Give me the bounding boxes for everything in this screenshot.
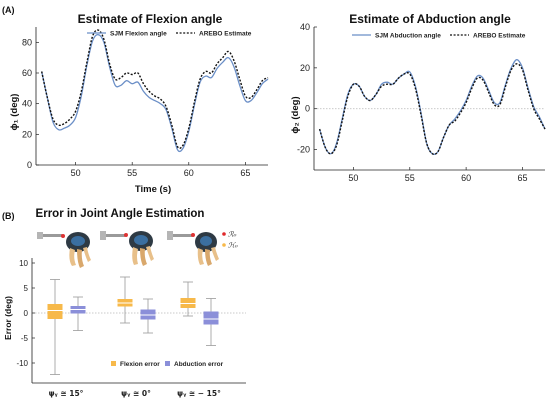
legend-label-abduction-error: Abduction error (174, 361, 224, 368)
x-tick-label: 55 (405, 173, 415, 183)
series-line-sjm (318, 59, 546, 155)
y-tick-label: 80 (22, 37, 32, 47)
legend-label-sjm-abduction: SJM Abduction angle (375, 33, 441, 40)
error-legend: Flexion error Abduction error (111, 361, 224, 368)
flexion-legend: SJM Flexion angle AREBO Estimate (87, 31, 252, 38)
robot-illustration-2 (100, 231, 154, 266)
series-line-sjm (41, 34, 269, 153)
x-tick-label: 50 (71, 168, 81, 178)
flexion-chart: Estimate of Flexion angle 0 20 40 60 80 50 55 6… (9, 12, 269, 195)
legend-label-sjm-flexion: SJM Flexion angle (110, 31, 167, 38)
y-tick-label: 20 (300, 63, 310, 73)
legend-label-arebo-flexion: AREBO Estimate (199, 31, 252, 38)
flexion-xaxis-label: Time (s) (135, 184, 171, 195)
x-tick-label: 55 (127, 168, 137, 178)
robot-illustration-3 (167, 231, 219, 266)
r0-marker (222, 232, 226, 236)
legend-swatch-abduction-error (165, 361, 170, 366)
category-label: ψᵧ ≅ 0° (121, 389, 151, 398)
category-label: ψᵧ ≅ − 15° (177, 389, 221, 398)
y-tick-label: -5 (21, 334, 29, 343)
y-tick-label: 40 (22, 99, 32, 109)
panel-b-label: (B) (2, 211, 15, 221)
error-chart-title: Error in Joint Angle Estimation (36, 208, 205, 220)
x-tick-label: 65 (240, 168, 250, 178)
series-line-arebo (41, 29, 269, 150)
x-tick-label: 65 (517, 173, 527, 183)
legend-label-arebo-abduction: AREBO Estimate (473, 33, 526, 40)
y-tick-label: -20 (297, 145, 310, 155)
abduction-chart-title: Estimate of Abduction angle (349, 12, 511, 26)
h0-marker (222, 243, 226, 247)
y-tick-label: 0 (24, 309, 29, 318)
error-yaxis-label: Error (deg) (3, 296, 13, 340)
y-tick-label: 10 (19, 259, 28, 268)
legend-label-flexion-error: Flexion error (120, 361, 160, 368)
abduction-plot-area: -20 0 20 40 50 55 60 65 (297, 22, 546, 183)
abduction-yaxis-label: ϕ₂ (deg) (290, 96, 301, 133)
flexion-error-box-1 (47, 304, 63, 319)
flexion-yaxis-label: ϕ₁ (deg) (9, 94, 20, 131)
y-tick-label: -10 (16, 359, 28, 368)
x-tick-label: 50 (348, 173, 358, 183)
flexion-chart-title: Estimate of Flexion angle (78, 12, 223, 26)
category-label: ψᵧ ≅ 15° (49, 389, 84, 398)
y-tick-label: 5 (24, 284, 29, 293)
series-line-arebo (318, 63, 546, 156)
error-plot-area: -10 -5 0 5 10 ψᵧ ≅ 15° ψᵧ ≅ 0° ψᵧ ≅ − 15° (16, 258, 246, 398)
legend-swatch-flexion-error (111, 361, 116, 366)
robot-illustration-1 (37, 232, 91, 268)
x-tick-label: 60 (184, 168, 194, 178)
panel-a-label: (A) (2, 5, 15, 15)
y-tick-label: 20 (22, 129, 32, 139)
error-boxplot-chart: Error in Joint Angle Estimation (3, 208, 246, 398)
robot-legend: ℛ₀ ℋ₀ (222, 231, 238, 250)
h0-label: ℋ₀ (228, 242, 238, 250)
flexion-plot-area: 0 20 40 60 80 50 55 60 65 (22, 27, 269, 178)
abduction-error-box-3 (203, 311, 219, 325)
y-tick-label: 0 (27, 160, 32, 170)
abduction-chart: Estimate of Abduction angle -20 0 20 40 50 55… (290, 12, 546, 183)
r0-label: ℛ₀ (228, 231, 237, 239)
y-tick-label: 40 (300, 22, 310, 32)
x-tick-label: 60 (461, 173, 471, 183)
abduction-legend: SJM Abduction angle AREBO Estimate (352, 33, 526, 40)
y-tick-label: 0 (305, 104, 310, 114)
y-tick-label: 60 (22, 68, 32, 78)
